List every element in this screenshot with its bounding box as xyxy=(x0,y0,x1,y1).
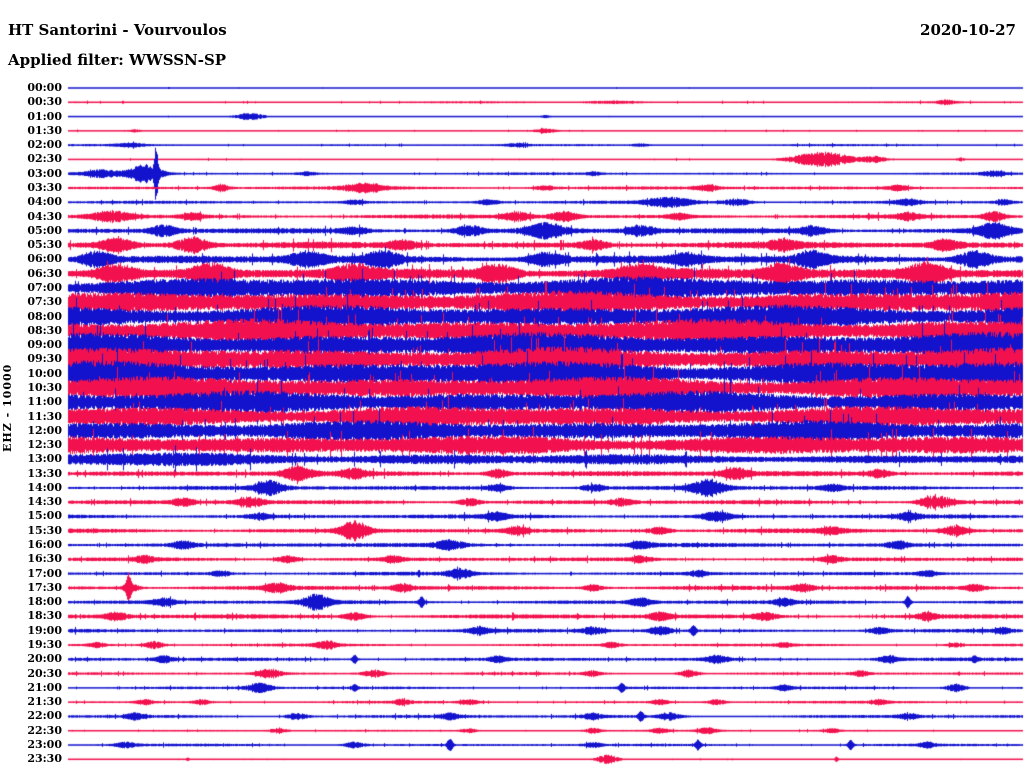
applied-filter-label: Applied filter: WWSSN-SP xyxy=(8,51,227,69)
row-time-label: 18:30 xyxy=(27,609,62,623)
row-time-label: 04:30 xyxy=(27,209,62,223)
row-time-label: 14:30 xyxy=(27,495,62,509)
row-time-label: 18:00 xyxy=(27,595,62,609)
row-time-label: 17:00 xyxy=(27,566,62,580)
row-time-label: 20:30 xyxy=(27,666,62,680)
row-time-label: 19:00 xyxy=(27,623,62,637)
row-time-label: 12:30 xyxy=(27,438,62,452)
row-time-label: 19:30 xyxy=(27,638,62,652)
row-time-label: 23:30 xyxy=(27,752,62,766)
row-time-label: 00:30 xyxy=(27,95,62,109)
row-time-label: 21:30 xyxy=(27,695,62,709)
station-title: HT Santorini - Vourvoulos xyxy=(8,21,227,39)
row-time-label: 06:30 xyxy=(27,266,62,280)
row-time-label: 11:00 xyxy=(27,395,62,409)
row-time-label: 02:00 xyxy=(27,138,62,152)
row-time-label: 02:30 xyxy=(27,152,62,166)
row-time-label: 23:00 xyxy=(27,738,62,752)
row-time-label: 16:00 xyxy=(27,538,62,552)
row-time-label: 12:00 xyxy=(27,423,62,437)
row-time-label: 21:00 xyxy=(27,680,62,694)
row-time-label: 07:30 xyxy=(27,295,62,309)
row-time-label: 13:00 xyxy=(27,452,62,466)
row-time-label: 15:00 xyxy=(27,509,62,523)
row-time-label: 06:00 xyxy=(27,252,62,266)
row-time-label: 09:30 xyxy=(27,352,62,366)
row-time-label: 05:30 xyxy=(27,238,62,252)
row-time-label: 20:00 xyxy=(27,652,62,666)
row-time-label: 10:30 xyxy=(27,380,62,394)
row-time-label: 11:30 xyxy=(27,409,62,423)
row-time-label: 14:00 xyxy=(27,480,62,494)
row-time-label: 04:00 xyxy=(27,195,62,209)
date-label: 2020-10-27 xyxy=(920,21,1016,39)
row-time-label: 09:00 xyxy=(27,338,62,352)
row-time-label: 10:00 xyxy=(27,366,62,380)
row-time-label: 17:30 xyxy=(27,580,62,594)
row-time-label: 01:00 xyxy=(27,109,62,123)
row-time-label: 22:00 xyxy=(27,709,62,723)
row-time-label: 13:30 xyxy=(27,466,62,480)
row-time-label: 05:00 xyxy=(27,223,62,237)
row-time-label: 07:00 xyxy=(27,280,62,294)
row-time-label: 15:30 xyxy=(27,523,62,537)
row-time-label: 00:00 xyxy=(27,81,62,94)
row-time-label: 08:00 xyxy=(27,309,62,323)
row-time-label: 03:00 xyxy=(27,166,62,180)
row-time-label: 01:30 xyxy=(27,123,62,137)
row-time-label: 22:30 xyxy=(27,723,62,737)
row-time-label: 08:30 xyxy=(27,323,62,337)
row-time-label: 16:30 xyxy=(27,552,62,566)
row-time-label: 03:30 xyxy=(27,180,62,194)
